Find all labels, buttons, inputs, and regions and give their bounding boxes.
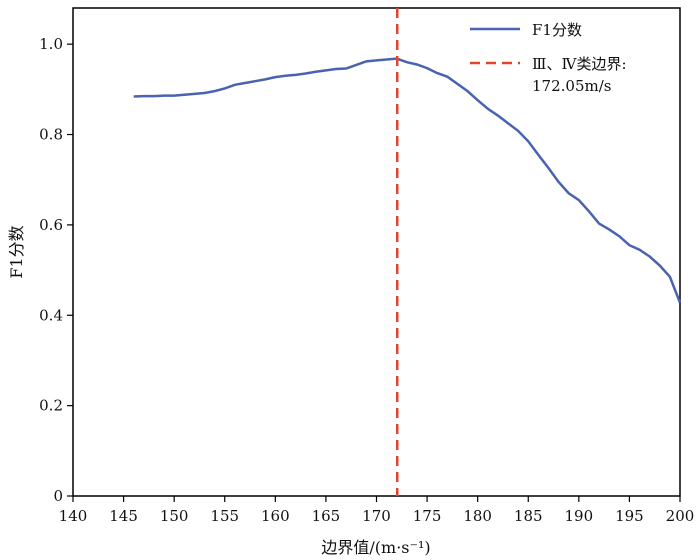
x-tick-label: 200 [666,507,695,525]
x-tick-label: 185 [514,507,543,525]
y-tick-label: 0 [53,487,63,505]
x-tick-label: 140 [59,507,88,525]
legend-f1-label: F1分数 [532,21,582,39]
y-tick-label: 0.8 [39,126,63,144]
x-tick-label: 195 [615,507,644,525]
x-tick-label: 155 [210,507,239,525]
x-tick-label: 190 [565,507,594,525]
y-tick-label: 0.2 [39,397,63,415]
x-tick-label: 145 [109,507,138,525]
y-axis-label: F1分数 [7,225,26,278]
x-tick-label: 160 [261,507,290,525]
y-tick-label: 0.4 [39,306,63,324]
x-tick-label: 165 [312,507,341,525]
legend: F1分数 Ⅲ、Ⅳ类边界: 172.05m/s [470,21,627,95]
y-axis-ticks: 0 0.2 0.4 0.6 0.8 1.0 [39,35,73,505]
x-tick-label: 180 [463,507,492,525]
x-tick-label: 170 [362,507,391,525]
legend-boundary-label-line1: Ⅲ、Ⅳ类边界: [532,55,627,73]
x-tick-label: 150 [160,507,189,525]
x-axis-ticks: 140 145 150 155 160 165 170 175 180 185 190 195 200 [59,496,695,525]
x-axis-label: 边界值/(m·s⁻¹) [321,538,430,557]
f1-score-line [133,57,682,304]
y-tick-label: 1.0 [39,35,63,53]
x-tick-label: 175 [413,507,442,525]
y-tick-label: 0.6 [39,216,63,234]
legend-boundary-label-line2: 172.05m/s [532,77,611,95]
